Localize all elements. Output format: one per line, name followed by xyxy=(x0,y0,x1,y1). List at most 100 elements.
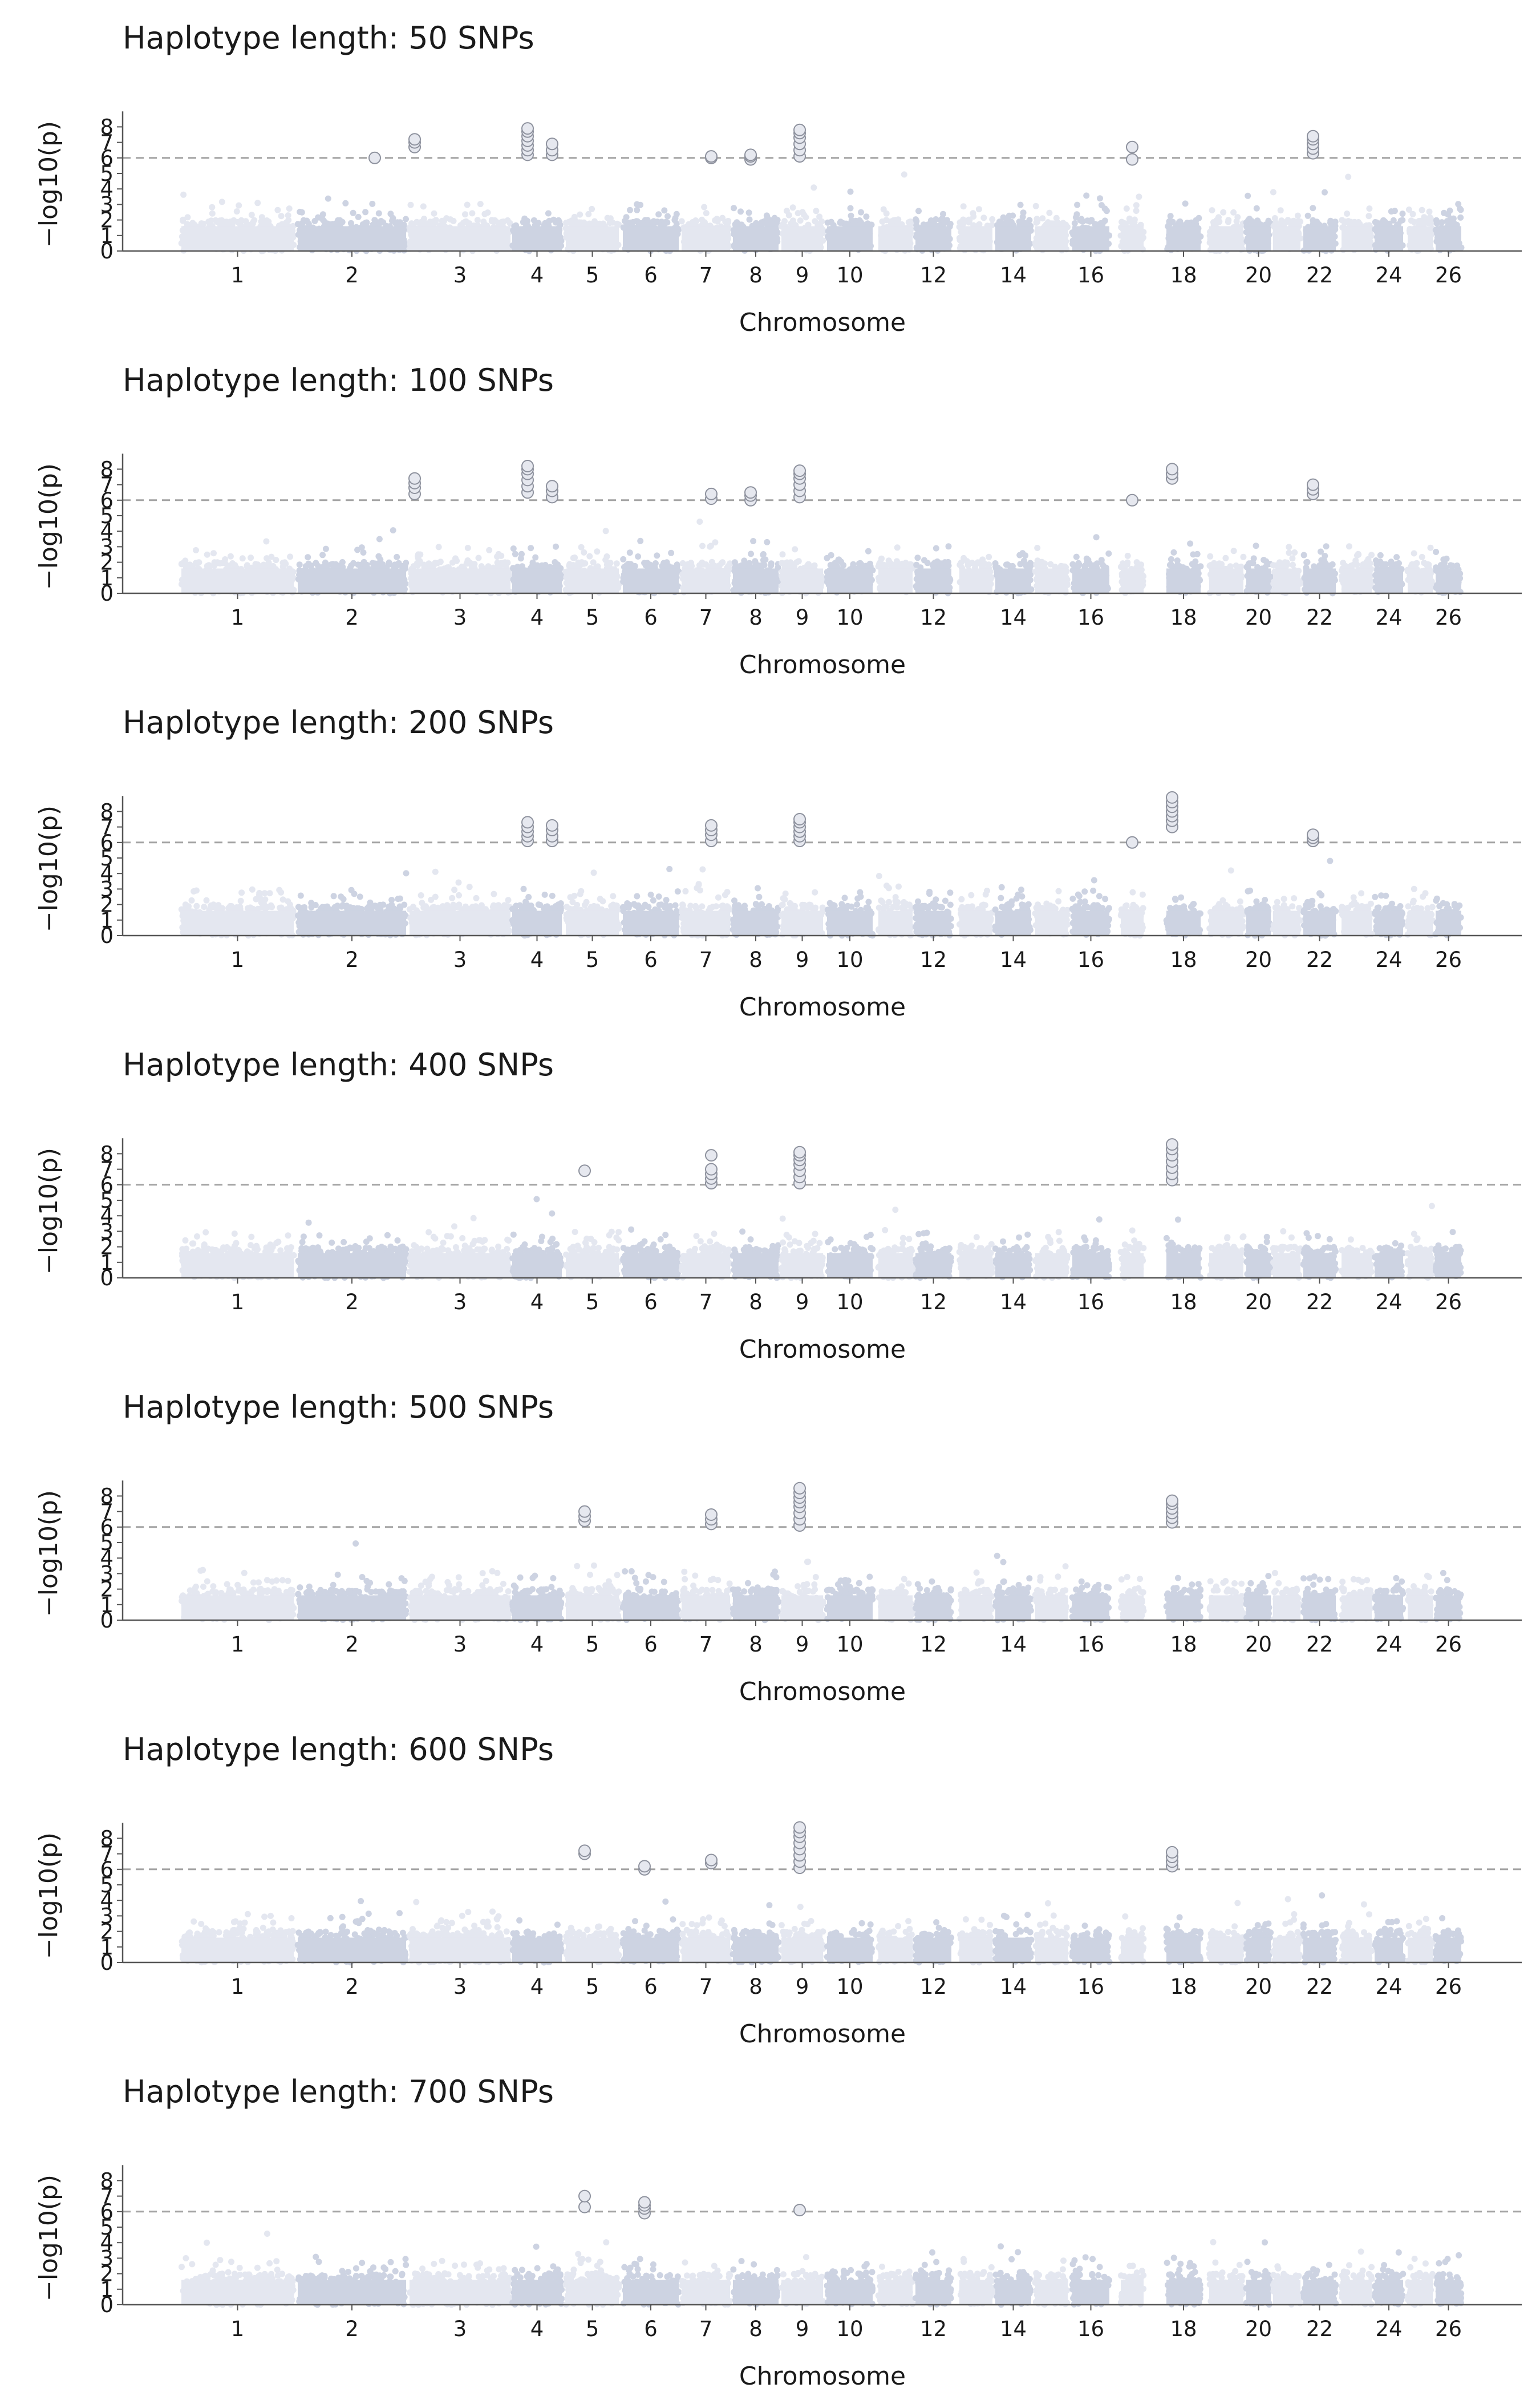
x-tick-label: 3 xyxy=(453,605,467,630)
significant-snp-point xyxy=(1126,141,1138,153)
panel-title: Haplotype length: 500 SNPs xyxy=(123,1389,554,1425)
x-tick-label: 1 xyxy=(231,1290,245,1314)
x-tick-label: 8 xyxy=(749,1632,763,1657)
x-tick-label: 10 xyxy=(836,2317,863,2341)
x-tick-label: 9 xyxy=(796,605,809,630)
x-tick-label: 18 xyxy=(1170,1974,1197,1999)
x-tick-label: 10 xyxy=(836,263,863,288)
significant-snp-point xyxy=(794,813,805,825)
significant-snp-point xyxy=(546,820,558,831)
significant-snp-point xyxy=(1166,792,1178,803)
significant-snp-point xyxy=(1307,829,1319,840)
x-tick-label: 6 xyxy=(644,1290,658,1314)
x-tick-label: 16 xyxy=(1077,1290,1104,1314)
x-tick-label: 6 xyxy=(644,263,658,288)
x-tick-label: 22 xyxy=(1306,948,1333,972)
y-axis-label: −log10(p) xyxy=(34,1832,63,1959)
significant-snp-point xyxy=(579,1165,590,1176)
snp-background-points xyxy=(179,858,1464,939)
x-tick-label: 4 xyxy=(530,2317,544,2341)
x-tick-label: 16 xyxy=(1077,1632,1104,1657)
x-tick-label: 20 xyxy=(1245,2317,1272,2341)
x-tick-label: 7 xyxy=(699,1290,713,1314)
significant-snp-point xyxy=(579,1506,590,1517)
x-tick-label: 4 xyxy=(530,948,544,972)
x-tick-label: 18 xyxy=(1170,263,1197,288)
x-tick-label: 22 xyxy=(1306,1974,1333,1999)
x-tick-label: 6 xyxy=(644,1632,658,1657)
x-tick-label: 26 xyxy=(1435,605,1462,630)
significant-snp-point xyxy=(794,124,805,136)
panel-title: Haplotype length: 600 SNPs xyxy=(123,1731,554,1767)
significant-snp-point xyxy=(745,149,756,160)
x-tick-label: 4 xyxy=(530,263,544,288)
snp-background-points xyxy=(179,1892,1464,1966)
snp-background-points xyxy=(179,2231,1464,2308)
x-tick-label: 24 xyxy=(1375,263,1402,288)
significant-snp-point xyxy=(409,473,420,484)
x-tick-label: 4 xyxy=(530,605,544,630)
y-axis-label: −log10(p) xyxy=(34,121,63,248)
x-tick-label: 4 xyxy=(530,1290,544,1314)
x-tick-label: 9 xyxy=(796,1974,809,1999)
x-tick-label: 2 xyxy=(345,1974,359,1999)
x-tick-label: 22 xyxy=(1306,263,1333,288)
x-tick-label: 2 xyxy=(345,948,359,972)
x-tick-label: 8 xyxy=(749,1974,763,1999)
x-tick-label: 14 xyxy=(1000,605,1027,630)
x-tick-label: 8 xyxy=(749,605,763,630)
significant-snp-point xyxy=(639,2197,650,2208)
x-tick-label: 8 xyxy=(749,948,763,972)
x-tick-label: 14 xyxy=(1000,263,1027,288)
x-tick-label: 26 xyxy=(1435,948,1462,972)
x-tick-label: 3 xyxy=(453,1974,467,1999)
x-axis-label: Chromosome xyxy=(739,993,906,1022)
y-axis-label: −log10(p) xyxy=(34,1490,63,1617)
x-tick-label: 20 xyxy=(1245,263,1272,288)
snp-background-points xyxy=(179,1540,1464,1623)
x-tick-label: 7 xyxy=(699,1632,713,1657)
x-tick-label: 14 xyxy=(1000,1290,1027,1314)
x-tick-label: 16 xyxy=(1077,1974,1104,1999)
significant-snp-point xyxy=(546,138,558,149)
x-tick-label: 5 xyxy=(586,605,599,630)
significant-snp-point xyxy=(1166,1847,1178,1858)
x-tick-label: 14 xyxy=(1000,948,1027,972)
significant-snp-point xyxy=(369,152,380,164)
x-tick-label: 22 xyxy=(1306,2317,1333,2341)
snp-background-points xyxy=(179,519,1464,596)
x-tick-label: 7 xyxy=(699,948,713,972)
x-tick-label: 14 xyxy=(1000,1632,1027,1657)
x-tick-label: 6 xyxy=(644,948,658,972)
x-tick-label: 24 xyxy=(1375,948,1402,972)
significant-snp-point xyxy=(794,1483,805,1494)
significant-snp-point xyxy=(706,488,717,500)
x-tick-label: 6 xyxy=(644,2317,658,2341)
x-tick-label: 20 xyxy=(1245,605,1272,630)
x-tick-label: 7 xyxy=(699,1974,713,1999)
x-tick-label: 24 xyxy=(1375,1974,1402,1999)
x-tick-label: 1 xyxy=(231,948,245,972)
significant-snp-point xyxy=(579,2201,590,2213)
significant-snp-point xyxy=(794,1822,805,1833)
x-tick-label: 24 xyxy=(1375,605,1402,630)
y-tick-label: 8 xyxy=(100,457,114,481)
significant-snp-point xyxy=(794,2204,805,2216)
y-axis-label: −log10(p) xyxy=(34,463,63,590)
x-tick-label: 9 xyxy=(796,948,809,972)
significant-snp-point xyxy=(546,480,558,492)
x-tick-label: 8 xyxy=(749,263,763,288)
x-tick-label: 12 xyxy=(920,948,947,972)
significant-snp-point xyxy=(706,1164,717,1175)
x-tick-label: 22 xyxy=(1306,605,1333,630)
snp-background-points xyxy=(179,1196,1464,1281)
x-tick-label: 16 xyxy=(1077,2317,1104,2341)
x-tick-label: 10 xyxy=(836,1290,863,1314)
x-tick-label: 10 xyxy=(836,948,863,972)
significant-snp-point xyxy=(1126,154,1138,165)
y-tick-label: 8 xyxy=(100,1142,114,1166)
x-tick-label: 4 xyxy=(530,1974,544,1999)
significant-snp-point xyxy=(706,151,717,162)
